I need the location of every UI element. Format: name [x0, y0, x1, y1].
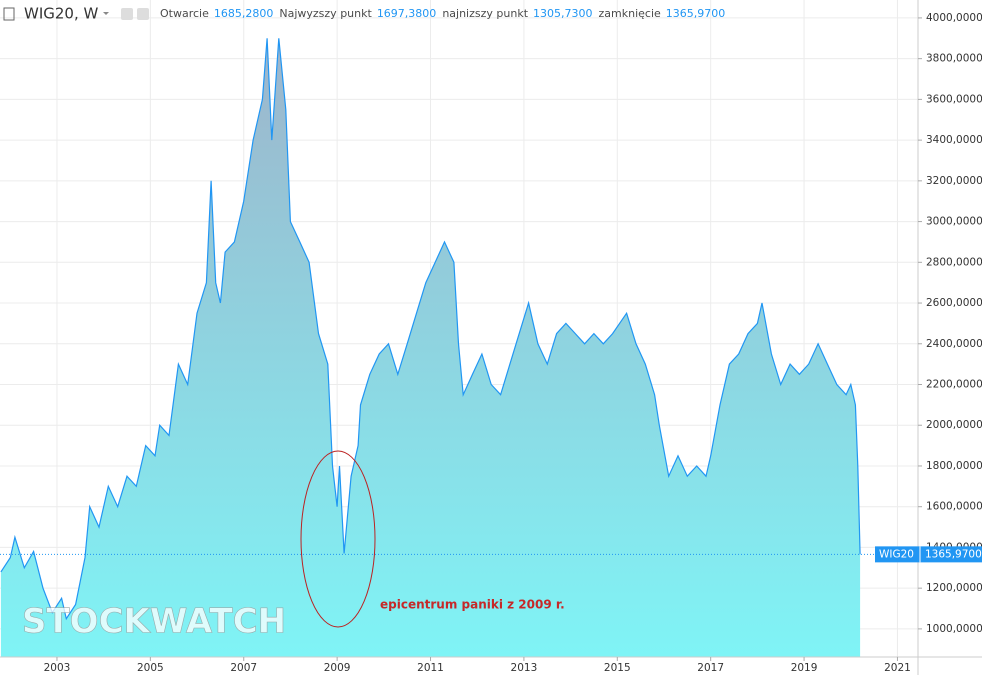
x-tick-label: 2005	[137, 662, 164, 674]
y-tick-label: 1000,0000	[926, 623, 982, 635]
y-tick-label: 3400,0000	[926, 134, 982, 146]
highlight-ellipse	[300, 450, 376, 628]
y-tick-label: 2400,0000	[926, 338, 982, 350]
y-tick-label: 2000,0000	[926, 419, 982, 431]
x-tick-label: 2021	[884, 662, 911, 674]
settings-icon[interactable]	[137, 8, 149, 20]
menu-icon[interactable]	[3, 7, 15, 21]
eye-icon[interactable]	[121, 8, 133, 20]
y-tick-label: 1800,0000	[926, 460, 982, 472]
x-tick-label: 2017	[697, 662, 724, 674]
x-tick-label: 2011	[417, 662, 444, 674]
y-tick-label: 4000,0000	[926, 12, 982, 24]
annotation: epicentrum paniki z 2009 r.	[380, 598, 565, 612]
y-tick-label: 2200,0000	[926, 379, 982, 391]
y-tick-label: 2800,0000	[926, 256, 982, 268]
x-tick-label: 2019	[791, 662, 818, 674]
ohlc-value: 1305,7300	[533, 7, 593, 20]
y-tick-label: 1200,0000	[926, 582, 982, 594]
series-name: WIG20	[879, 548, 914, 560]
ohlc-value: 1685,2800	[214, 7, 274, 20]
symbol[interactable]: WIG20, W	[24, 5, 99, 23]
x-tick-label: 2009	[324, 662, 351, 674]
x-tick-label: 2013	[511, 662, 538, 674]
ohlc-value: 1697,3800	[377, 7, 437, 20]
y-tick-label: 3200,0000	[926, 175, 982, 187]
ohlc-label: Otwarcie	[160, 7, 209, 20]
watermark: STOCKWATCH	[22, 602, 286, 642]
area	[0, 38, 861, 658]
y-tick-label: 3800,0000	[926, 53, 982, 65]
ohlc-label: zamknięcie	[599, 7, 661, 20]
price-line	[0, 38, 861, 621]
y-tick-label: 3000,0000	[926, 216, 982, 228]
x-tick-label: 2015	[604, 662, 631, 674]
last-price-tag	[875, 546, 982, 563]
ohlc-label: Najwyzszy punkt	[279, 7, 372, 20]
dropdown-icon[interactable]	[103, 12, 109, 15]
x-tick-label: 2003	[44, 662, 71, 674]
ohlc-label: najnizszy punkt	[442, 7, 528, 20]
y-tick-label: 3600,0000	[926, 93, 982, 105]
y-tick-label: 1600,0000	[926, 501, 982, 513]
last-price-label: 1365,9700	[925, 548, 982, 560]
y-tick-label: 2600,0000	[926, 297, 982, 309]
ohlc-value: 1365,9700	[666, 7, 726, 20]
x-tick-label: 2007	[230, 662, 257, 674]
